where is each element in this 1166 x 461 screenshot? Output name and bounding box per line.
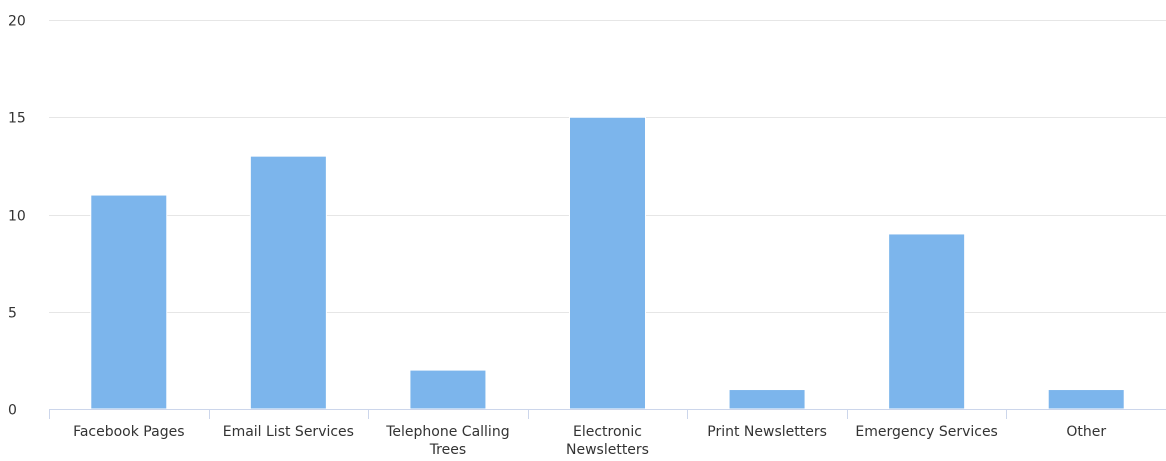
bar[interactable]	[90, 194, 168, 410]
x-tick-label: Other	[1066, 424, 1106, 440]
x-tick-label-line: Print Newsletters	[707, 424, 827, 440]
x-tick-label-line: Electronic	[573, 424, 642, 440]
x-tick-label: Telephone Calling Trees	[385, 424, 509, 457]
x-tick-label-line: Facebook Pages	[73, 424, 184, 440]
x-tick-label: Email List Services	[223, 424, 354, 440]
x-tick-label-line: Other	[1066, 424, 1106, 440]
y-tick-label: 5	[8, 306, 17, 322]
x-tick-label-line: Telephone Calling	[385, 424, 509, 440]
y-tick-label: 10	[8, 209, 26, 225]
x-tick-label-line: Emergency Services	[855, 424, 997, 440]
bar[interactable]	[1047, 389, 1125, 410]
bar[interactable]	[569, 116, 646, 410]
x-axis-tick-labels: Facebook Pages Email List Services Telepho…	[73, 424, 1106, 458]
bar[interactable]	[728, 389, 806, 410]
x-tick-label: Emergency Services	[855, 424, 997, 440]
x-tick-label: Print Newsletters	[707, 424, 827, 440]
bars	[90, 116, 1125, 410]
bar[interactable]	[409, 369, 487, 410]
x-axis	[49, 409, 1166, 419]
x-tick-label-line: Email List Services	[223, 424, 354, 440]
x-tick-label-line: Trees	[429, 442, 466, 457]
x-tick-label-line: Newsletters	[566, 442, 649, 457]
x-tick-label: Electronic Newsletters	[566, 424, 649, 457]
y-tick-label: 20	[8, 14, 26, 30]
y-tick-label: 0	[8, 403, 17, 419]
bar[interactable]	[249, 155, 327, 410]
bar[interactable]	[888, 233, 966, 410]
x-tick-label: Facebook Pages	[73, 424, 184, 440]
y-axis-tick-labels: 0 5 10 15 20	[8, 14, 26, 419]
y-tick-label: 15	[8, 111, 26, 127]
